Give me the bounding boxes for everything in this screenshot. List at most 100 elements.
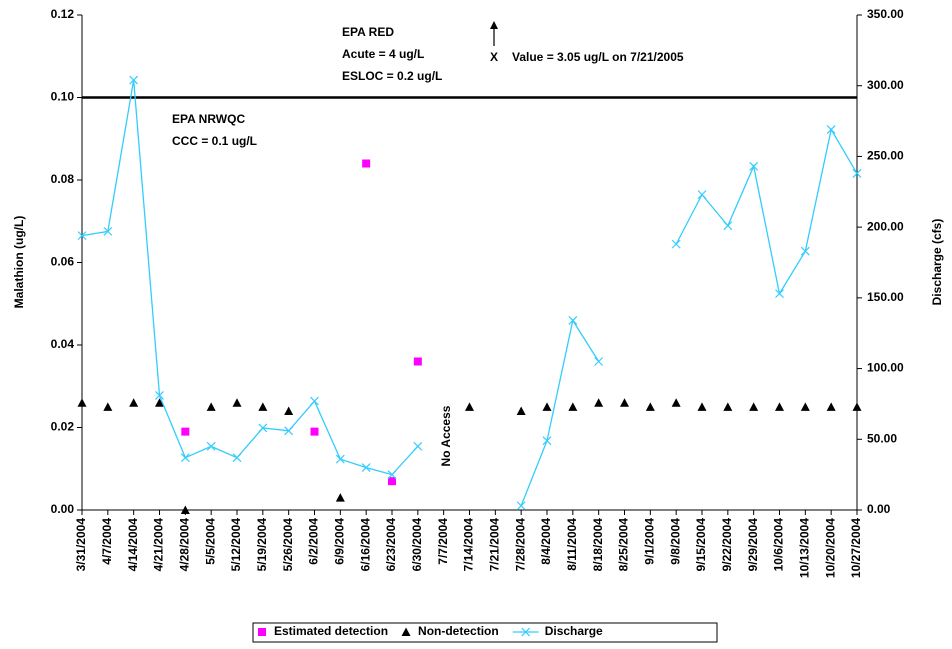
- marker-x: [155, 391, 164, 400]
- x-tick-label: 3/31/2004: [74, 518, 88, 572]
- marker-x: [103, 226, 113, 236]
- marker-triangle: [516, 406, 526, 415]
- annotation: EPA NRWQC: [172, 112, 245, 126]
- marker-triangle: [775, 402, 784, 411]
- marker-square: [388, 477, 396, 486]
- x-tick-label: 6/30/2004: [410, 518, 424, 572]
- arrow-head: [490, 21, 498, 29]
- x-tick-label: 4/14/2004: [126, 518, 140, 572]
- marker-x: [826, 125, 836, 134]
- y2-tick-label: 150.00: [867, 290, 904, 304]
- y-tick-label: 0.00: [51, 502, 75, 516]
- marker-triangle: [620, 398, 629, 407]
- annotation: No Access: [439, 405, 453, 466]
- x-tick-label: 10/27/2004: [849, 518, 863, 578]
- y-axis-label: Malathion (ug/L): [12, 216, 26, 309]
- x-tick-label: 8/25/2004: [617, 518, 631, 572]
- marker-x: [284, 426, 294, 436]
- y-tick-label: 0.02: [51, 420, 75, 434]
- marker-triangle: [129, 398, 139, 407]
- marker-x: [180, 453, 190, 463]
- annotation: CCC = 0.1 ug/L: [172, 134, 257, 148]
- annotation: Value = 3.05 ug/L on 7/21/2005: [512, 50, 684, 64]
- marker-x: [723, 221, 733, 231]
- marker-triangle: [232, 398, 242, 407]
- marker-x: [516, 501, 526, 511]
- marker-x: [542, 436, 552, 446]
- x-tick-label: 5/19/2004: [255, 518, 269, 572]
- marker-triangle: [723, 402, 733, 411]
- marker-x: [258, 423, 268, 433]
- x-tick-label: 10/6/2004: [772, 518, 786, 572]
- x-tick-label: 7/28/2004: [513, 518, 527, 572]
- x-tick-label: 6/2/2004: [307, 518, 321, 565]
- y2-axis-label: Discharge (cfs): [930, 219, 944, 306]
- marker-triangle: [800, 402, 810, 411]
- x-tick-label: 9/22/2004: [720, 518, 734, 572]
- x-tick-label: 10/20/2004: [823, 518, 837, 578]
- x-tick-label: 5/5/2004: [203, 518, 217, 565]
- marker-x: [77, 231, 87, 241]
- marker-x: [671, 239, 681, 249]
- x-tick-label: 4/28/2004: [178, 518, 192, 572]
- y2-tick-label: 200.00: [867, 219, 904, 233]
- y-tick-label: 0.08: [51, 172, 75, 186]
- marker-triangle: [749, 402, 759, 411]
- marker-triangle: [335, 493, 345, 502]
- legend-marker: [521, 627, 531, 637]
- annotation: Acute = 4 ug/L: [342, 47, 424, 61]
- x-tick-label: 7/7/2004: [436, 518, 450, 565]
- marker-x: [568, 316, 578, 325]
- x-tick-label: 5/26/2004: [281, 518, 295, 572]
- marker-x: [361, 463, 371, 472]
- x-tick-label: 8/18/2004: [591, 518, 605, 572]
- annotation: ESLOC = 0.2 ug/L: [342, 69, 442, 83]
- marker-x: [775, 289, 784, 299]
- marker-x: [413, 441, 423, 451]
- y-tick-label: 0.12: [51, 7, 75, 21]
- marker-triangle: [258, 402, 268, 411]
- x-tick-label: 5/12/2004: [229, 518, 243, 572]
- marker-triangle: [77, 398, 87, 407]
- x-tick-label: 8/4/2004: [539, 518, 553, 565]
- y-tick-label: 0.10: [51, 90, 75, 104]
- y2-tick-label: 100.00: [867, 361, 904, 375]
- marker-x: [232, 453, 242, 463]
- marker-x: [800, 246, 810, 256]
- y-tick-label: 0.06: [51, 255, 75, 269]
- x-tick-label: 4/21/2004: [152, 518, 166, 572]
- marker-x: [310, 396, 319, 406]
- marker-triangle: [542, 402, 552, 411]
- marker-triangle: [594, 398, 604, 407]
- marker-triangle: [465, 402, 474, 411]
- marker-triangle: [284, 406, 294, 415]
- marker-square: [413, 357, 422, 366]
- marker-x: [594, 357, 604, 366]
- y2-tick-label: 250.00: [867, 149, 904, 163]
- y2-tick-label: 0.00: [867, 502, 891, 516]
- marker-square: [362, 159, 371, 168]
- marker-x: [387, 470, 397, 480]
- marker-square: [310, 427, 319, 436]
- x-tick-label: 6/9/2004: [333, 518, 347, 565]
- x-tick-label: 7/21/2004: [488, 518, 502, 572]
- marker-triangle: [826, 402, 836, 411]
- marker-x: [697, 190, 707, 200]
- marker-x: [749, 161, 759, 171]
- x-tick-label: 6/16/2004: [358, 518, 372, 572]
- marker-x: [206, 441, 216, 451]
- legend-marker: [401, 627, 411, 636]
- marker-triangle: [180, 505, 190, 514]
- x-tick-label: 4/7/2004: [100, 518, 114, 565]
- x-tick-label: 6/23/2004: [384, 518, 398, 572]
- series-line: [81, 79, 858, 506]
- x-tick-label: 9/29/2004: [746, 518, 760, 572]
- annotation: EPA RED: [342, 25, 394, 39]
- x-tick-label: 10/13/2004: [798, 518, 812, 578]
- legend-marker: [258, 628, 266, 636]
- x-tick-label: 9/15/2004: [694, 518, 708, 572]
- legend-label: Discharge: [545, 624, 603, 638]
- marker-triangle: [155, 398, 164, 407]
- marker-x: [852, 168, 862, 178]
